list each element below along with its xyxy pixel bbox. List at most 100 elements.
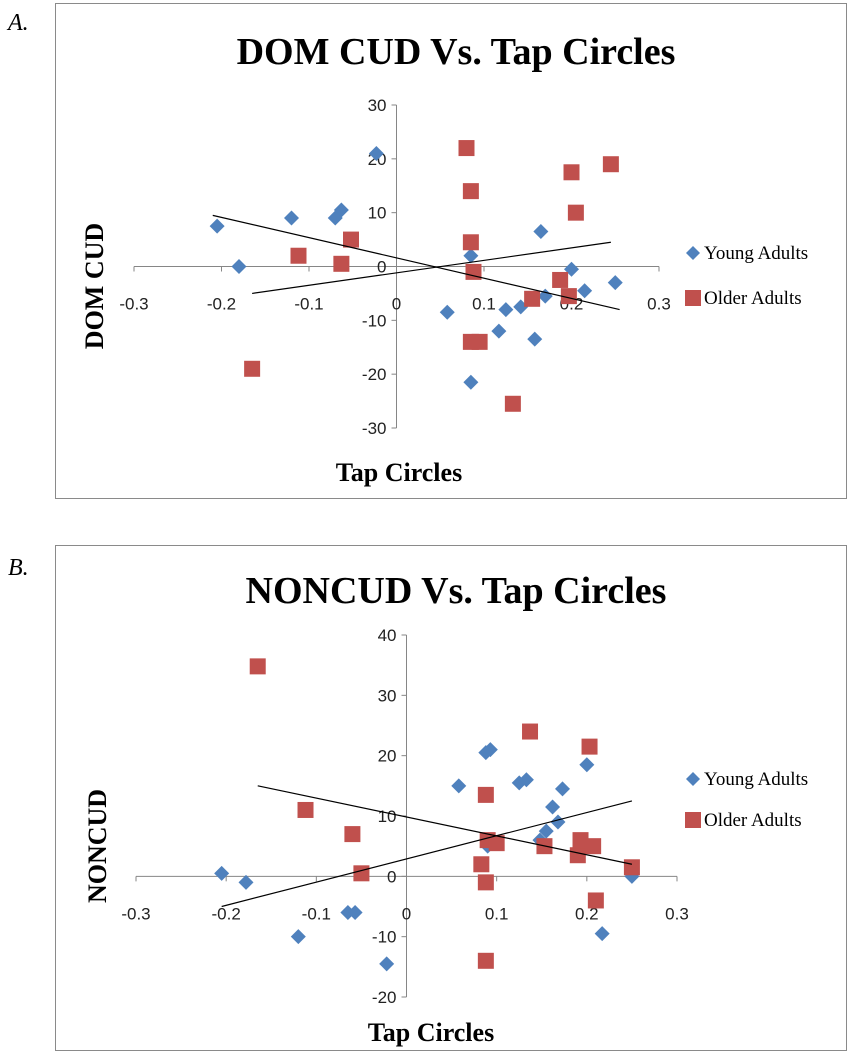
x-tick-label: 0 (402, 904, 411, 923)
legend-label: Older Adults (704, 810, 802, 831)
data-point-diamond (214, 865, 230, 881)
data-point-square (333, 255, 350, 272)
y-tick-label: -10 (372, 928, 397, 947)
data-point-diamond (482, 742, 498, 758)
data-point-square (522, 723, 539, 740)
data-point-square (602, 156, 619, 173)
data-point-square (587, 892, 604, 909)
legend: Young Adults Older Adults (685, 769, 808, 831)
data-point-square (623, 859, 640, 876)
y-tick-label: 10 (368, 204, 387, 223)
data-point-diamond (451, 778, 467, 794)
data-point-square (353, 865, 370, 882)
legend-label: Older Adults (704, 288, 802, 309)
y-axis-title: DOM CUD (80, 223, 109, 349)
x-tick-label: 0.1 (485, 904, 509, 923)
data-point-diamond (284, 210, 299, 226)
legend-diamond-icon (686, 772, 700, 786)
x-tick-label: -0.3 (121, 904, 150, 923)
y-tick-label: 40 (378, 626, 397, 645)
data-point-diamond (594, 926, 610, 942)
y-tick-label: -20 (372, 988, 397, 1007)
data-point-diamond (498, 302, 514, 318)
x-tick-label: -0.1 (294, 295, 323, 314)
data-point-square (471, 333, 488, 350)
chart-b-frame: NONCUD Vs. Tap Circles -0.3 -0.2 -0.1 0 0.1 0.… (55, 545, 847, 1051)
data-point-square (458, 140, 475, 157)
legend-square-icon (685, 290, 701, 306)
trendline (212, 214, 620, 311)
panel-b-letter: B. (8, 555, 29, 581)
legend-diamond-icon (686, 246, 700, 260)
panel-a-letter: A. (8, 10, 29, 36)
x-tick-label: 0.3 (665, 904, 689, 923)
legend-label: Young Adults (704, 769, 808, 790)
data-point-diamond (491, 323, 507, 339)
data-point-square (343, 231, 359, 248)
x-tick-label: 0.1 (472, 295, 496, 314)
data-point-square (524, 290, 541, 307)
data-point-diamond (379, 956, 395, 972)
chart-title: NONCUD Vs. Tap Circles (246, 570, 667, 612)
y-tick-label: 20 (378, 747, 397, 766)
data-point-diamond (550, 814, 566, 830)
series-young-adults (209, 145, 623, 390)
data-point-diamond (579, 757, 595, 773)
x-tick-label: 0.3 (647, 295, 671, 314)
data-point-square (569, 847, 586, 864)
x-tick-label: -0.2 (207, 295, 236, 314)
data-point-square (249, 658, 266, 675)
y-tick-label: 30 (368, 96, 387, 115)
trendline (252, 241, 611, 295)
data-point-square (477, 786, 494, 803)
y-axis-title: NONCUD (83, 789, 112, 903)
y-tick-label: 30 (378, 686, 397, 705)
x-tick-label: 0 (392, 295, 401, 314)
data-point-square (244, 360, 261, 377)
y-tick-label: -30 (362, 419, 387, 438)
data-point-diamond (527, 331, 543, 347)
data-point-square (567, 204, 584, 221)
data-point-diamond (238, 874, 254, 890)
data-point-diamond (511, 775, 527, 791)
data-point-diamond (209, 218, 225, 234)
data-point-diamond (554, 781, 570, 797)
y-tick-label: -10 (362, 311, 387, 330)
data-point-square (290, 247, 307, 264)
legend-square-icon (685, 812, 701, 828)
data-point-square (465, 263, 482, 280)
x-axis-title: Tap Circles (336, 458, 462, 487)
data-point-diamond (577, 283, 593, 299)
data-point-diamond (368, 145, 384, 161)
chart-b: NONCUD Vs. Tap Circles -0.3 -0.2 -0.1 0 0.1 0.… (83, 570, 808, 1047)
chart-a-frame: DOM CUD Vs. Tap Circles -0.3 -0.2 -0.1 0 0.1 0… (55, 3, 847, 499)
data-point-diamond (463, 374, 479, 390)
y-tick-label: 0 (387, 867, 396, 886)
data-point-diamond (518, 772, 534, 788)
data-point-square (552, 271, 569, 288)
x-tick-label: -0.3 (119, 295, 148, 314)
chart-a: DOM CUD Vs. Tap Circles -0.3 -0.2 -0.1 0 0.1 0… (80, 31, 808, 487)
data-point-diamond (333, 202, 349, 218)
data-point-diamond (607, 275, 623, 291)
x-tick-label: -0.1 (302, 904, 331, 923)
x-tick-label: -0.2 (212, 904, 241, 923)
data-point-square (488, 835, 505, 852)
data-point-square (297, 801, 314, 818)
data-point-diamond (347, 905, 363, 921)
data-point-square (581, 738, 598, 755)
data-point-diamond (231, 259, 247, 274)
y-tick-label: 10 (378, 807, 397, 826)
data-point-square (504, 395, 521, 412)
y-tick-label: 0 (377, 258, 386, 277)
trendline (221, 800, 633, 908)
trendline (257, 785, 633, 865)
data-point-square (563, 164, 580, 181)
data-point-diamond (290, 929, 306, 945)
data-point-square (560, 288, 577, 305)
data-point-square (344, 826, 361, 843)
data-point-square (572, 832, 589, 849)
data-point-square (473, 856, 490, 873)
x-axis-title: Tap Circles (368, 1018, 494, 1047)
data-point-square (477, 874, 494, 891)
